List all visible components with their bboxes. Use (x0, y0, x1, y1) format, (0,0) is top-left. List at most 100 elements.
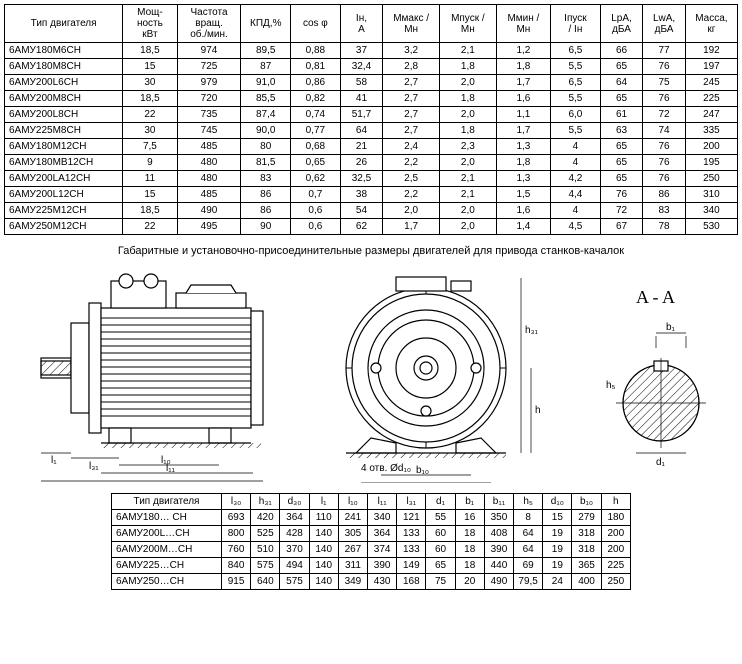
cell: 364 (368, 526, 397, 542)
cell: 800 (222, 526, 251, 542)
table-row: 6АМУ180М8СН15725870,8132,42,81,81,85,565… (5, 59, 738, 75)
cell: 4 (551, 139, 601, 155)
cell: 2,0 (439, 203, 496, 219)
cell: 2,7 (383, 107, 440, 123)
cell: 490 (484, 574, 513, 590)
cell: 5,5 (551, 123, 601, 139)
cell: 311 (338, 558, 367, 574)
cell: 41 (340, 91, 383, 107)
cell: 6АМУ200LА12СН (5, 171, 123, 187)
cell: 575 (280, 574, 309, 590)
svg-text:h: h (535, 405, 541, 416)
cell: 365 (572, 558, 601, 574)
cell: 2,0 (383, 203, 440, 219)
table-row: 6АМУ225М8СН3074590,00,77642,71,81,75,563… (5, 123, 738, 139)
cell: 63 (600, 123, 643, 139)
table-row: 6АМУ200М…СН76051037014026737413360183906… (112, 542, 631, 558)
table-row: 6АМУ180М6СН18,597489,50,88373,22,11,26,5… (5, 43, 738, 59)
col-header: Ммакс /Мн (383, 5, 440, 43)
cell: 79,5 (514, 574, 543, 590)
cell: 349 (338, 574, 367, 590)
cell: 0,62 (291, 171, 341, 187)
cell: 915 (222, 574, 251, 590)
cell: 65 (600, 139, 643, 155)
cell: 2,1 (439, 187, 496, 203)
cell: 195 (685, 155, 737, 171)
cell: 6АМУ180М12СН (5, 139, 123, 155)
cell: 1,6 (496, 91, 550, 107)
svg-text:l₃₁: l₃₁ (89, 461, 99, 472)
cell: 168 (397, 574, 426, 590)
cell: 974 (177, 43, 241, 59)
cell: 1,6 (496, 203, 550, 219)
cell: 76 (643, 91, 686, 107)
cell: 22 (123, 219, 177, 235)
cell: 310 (685, 187, 737, 203)
col-header: cos φ (291, 5, 341, 43)
cell: 2,0 (439, 107, 496, 123)
cell: 225 (685, 91, 737, 107)
col-header: Мпуск /Мн (439, 5, 496, 43)
cell: 0,86 (291, 75, 341, 91)
cell: 7,5 (123, 139, 177, 155)
cell: 18 (455, 526, 484, 542)
col-header: l₁₀ (338, 494, 367, 510)
cell: 32,5 (340, 171, 383, 187)
col-header: LwА,дБА (643, 5, 686, 43)
col-header: Iн,А (340, 5, 383, 43)
cell: 55 (426, 510, 455, 526)
svg-text:l₁: l₁ (51, 455, 57, 466)
col-header: КПД,% (241, 5, 291, 43)
cell: 0,77 (291, 123, 341, 139)
cell: 62 (340, 219, 383, 235)
cell: 24 (543, 574, 572, 590)
cell: 2,1 (439, 171, 496, 187)
cell: 6АМУ200L…СН (112, 526, 222, 542)
cell: 81,5 (241, 155, 291, 171)
cell: 0,81 (291, 59, 341, 75)
cell: 979 (177, 75, 241, 91)
cell: 0,6 (291, 203, 341, 219)
cell: 66 (600, 43, 643, 59)
cell: 110 (309, 510, 338, 526)
cell: 90,0 (241, 123, 291, 139)
cell: 89,5 (241, 43, 291, 59)
col-header: l₁ (309, 494, 338, 510)
svg-text:A - A: A - A (636, 287, 675, 307)
cell: 745 (177, 123, 241, 139)
cell: 480 (177, 155, 241, 171)
cell: 37 (340, 43, 383, 59)
svg-text:h₅: h₅ (606, 380, 616, 391)
cell: 75 (426, 574, 455, 590)
cell: 420 (251, 510, 280, 526)
cell: 6,0 (551, 107, 601, 123)
svg-text:b₁: b₁ (666, 322, 676, 333)
col-header: Ммин /Мн (496, 5, 550, 43)
cell: 15 (123, 187, 177, 203)
cell: 18,5 (123, 43, 177, 59)
table-row: 6АМУ200LА12СН11480830,6232,52,52,11,34,2… (5, 171, 738, 187)
cell: 76 (600, 187, 643, 203)
col-header: d₁ (426, 494, 455, 510)
cell: 11 (123, 171, 177, 187)
cell: 87 (241, 59, 291, 75)
cell: 61 (600, 107, 643, 123)
cell: 133 (397, 526, 426, 542)
cell: 20 (455, 574, 484, 590)
cell: 0,65 (291, 155, 341, 171)
cell: 64 (600, 75, 643, 91)
cell: 2,7 (383, 75, 440, 91)
cell: 180 (601, 510, 630, 526)
cell: 54 (340, 203, 383, 219)
svg-text:4 отв. Ød₁₀: 4 отв. Ød₁₀ (361, 463, 411, 474)
cell: 200 (601, 542, 630, 558)
cell: 83 (643, 203, 686, 219)
cell: 364 (280, 510, 309, 526)
cell: 4,2 (551, 171, 601, 187)
cell: 140 (309, 574, 338, 590)
cell: 2,0 (439, 75, 496, 91)
cell: 140 (309, 542, 338, 558)
col-header: b₁₁ (484, 494, 513, 510)
cell: 350 (484, 510, 513, 526)
cell: 6АМУ225…СН (112, 558, 222, 574)
